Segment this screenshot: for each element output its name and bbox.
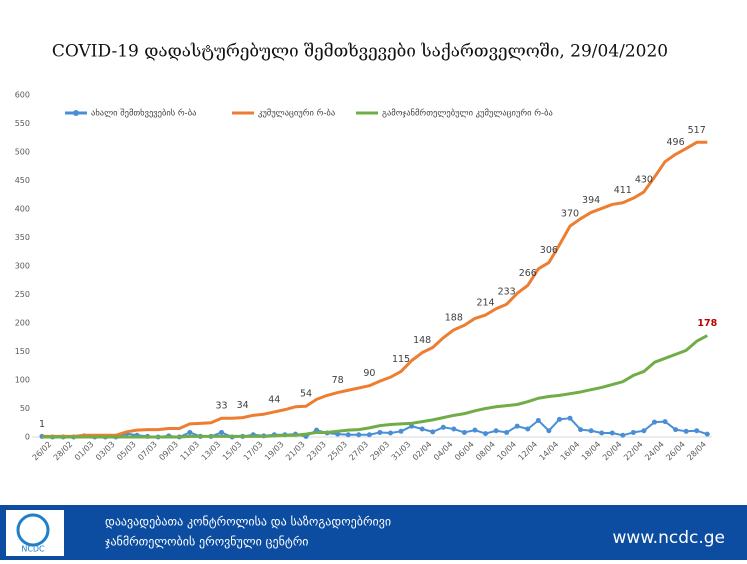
point: [461, 429, 467, 435]
point: [620, 432, 626, 438]
data-label: 178: [697, 318, 717, 329]
y-tick-label: 150: [15, 347, 30, 356]
footer-band: [0, 505, 747, 560]
y-tick-label: 400: [15, 205, 30, 214]
point: [514, 423, 520, 429]
point: [535, 417, 541, 423]
y-tick-label: 250: [15, 290, 30, 299]
data-label: 517: [688, 125, 706, 136]
point: [609, 430, 615, 436]
point: [366, 432, 372, 438]
data-label: 90: [363, 368, 375, 379]
point: [440, 424, 446, 430]
point: [419, 426, 425, 432]
point: [377, 429, 383, 435]
point: [641, 428, 647, 434]
legend-label: ახალი შემთხვევების რ-ბა: [91, 108, 196, 119]
data-label: 266: [519, 268, 537, 279]
data-label: 214: [476, 298, 494, 309]
y-tick-label: 100: [15, 376, 30, 385]
point: [187, 429, 193, 435]
data-label: 33: [215, 401, 227, 412]
legend-label: კუმულაციური რ-ბა: [258, 108, 335, 119]
y-tick-label: 350: [15, 233, 30, 242]
data-label: 148: [413, 335, 431, 346]
point: [588, 428, 594, 434]
footer-org: დაავადებათა კონტროლისა და საზოგადოებრივი: [105, 515, 391, 529]
legend-label: გამოჯანმრთელებული კუმულაციური რ-ბა: [382, 108, 553, 119]
data-label: 44: [268, 394, 280, 405]
point: [556, 416, 562, 422]
point: [504, 429, 510, 435]
data-label: 233: [498, 287, 516, 298]
point: [525, 426, 531, 432]
data-label: 78: [332, 375, 344, 386]
point: [387, 430, 393, 436]
logo-text: NCDC: [21, 545, 45, 554]
y-tick-label: 50: [20, 404, 30, 413]
y-tick-label: 450: [15, 176, 30, 185]
y-tick-label: 200: [15, 319, 30, 328]
point: [398, 428, 404, 434]
footer-url: www.ncdc.ge: [613, 528, 725, 548]
point: [546, 428, 552, 434]
data-label: 496: [667, 137, 685, 148]
logo-mark: [16, 513, 50, 547]
data-label: 188: [445, 312, 463, 323]
data-label: 54: [300, 389, 312, 400]
data-label: 411: [614, 185, 632, 196]
point: [673, 427, 679, 433]
data-label: 115: [392, 354, 410, 365]
point: [599, 430, 605, 436]
point: [430, 429, 436, 435]
point: [651, 419, 657, 425]
point: [662, 419, 668, 425]
footer-org: ჯანმრთელობის ეროვნული ცენტრი: [105, 535, 308, 549]
point: [683, 428, 689, 434]
y-tick-label: 600: [15, 91, 30, 100]
point: [356, 432, 362, 438]
point: [451, 426, 457, 432]
series-line: [42, 140, 708, 438]
data-label: 1: [39, 419, 45, 430]
point: [694, 428, 700, 434]
logo-box: [6, 510, 64, 556]
point: [483, 431, 489, 437]
data-label: 394: [582, 195, 600, 206]
data-label: 34: [237, 400, 249, 411]
point: [345, 432, 351, 438]
series-line: [42, 334, 708, 439]
point: [472, 427, 478, 433]
point: [409, 423, 415, 429]
y-tick-label: 0: [25, 433, 30, 442]
point: [578, 427, 584, 433]
y-tick-label: 500: [15, 148, 30, 157]
point: [219, 429, 225, 435]
point: [567, 415, 573, 421]
legend-marker: [73, 110, 79, 116]
data-label: 430: [635, 174, 653, 185]
data-label: 370: [561, 209, 579, 220]
data-label: 306: [540, 245, 558, 256]
y-tick-label: 300: [15, 262, 30, 271]
point: [704, 431, 710, 437]
chart-title: COVID-19 დადასტურებული შემთხვევები საქარ…: [52, 42, 668, 62]
point: [493, 428, 499, 434]
y-tick-label: 550: [15, 119, 30, 128]
point: [630, 429, 636, 435]
